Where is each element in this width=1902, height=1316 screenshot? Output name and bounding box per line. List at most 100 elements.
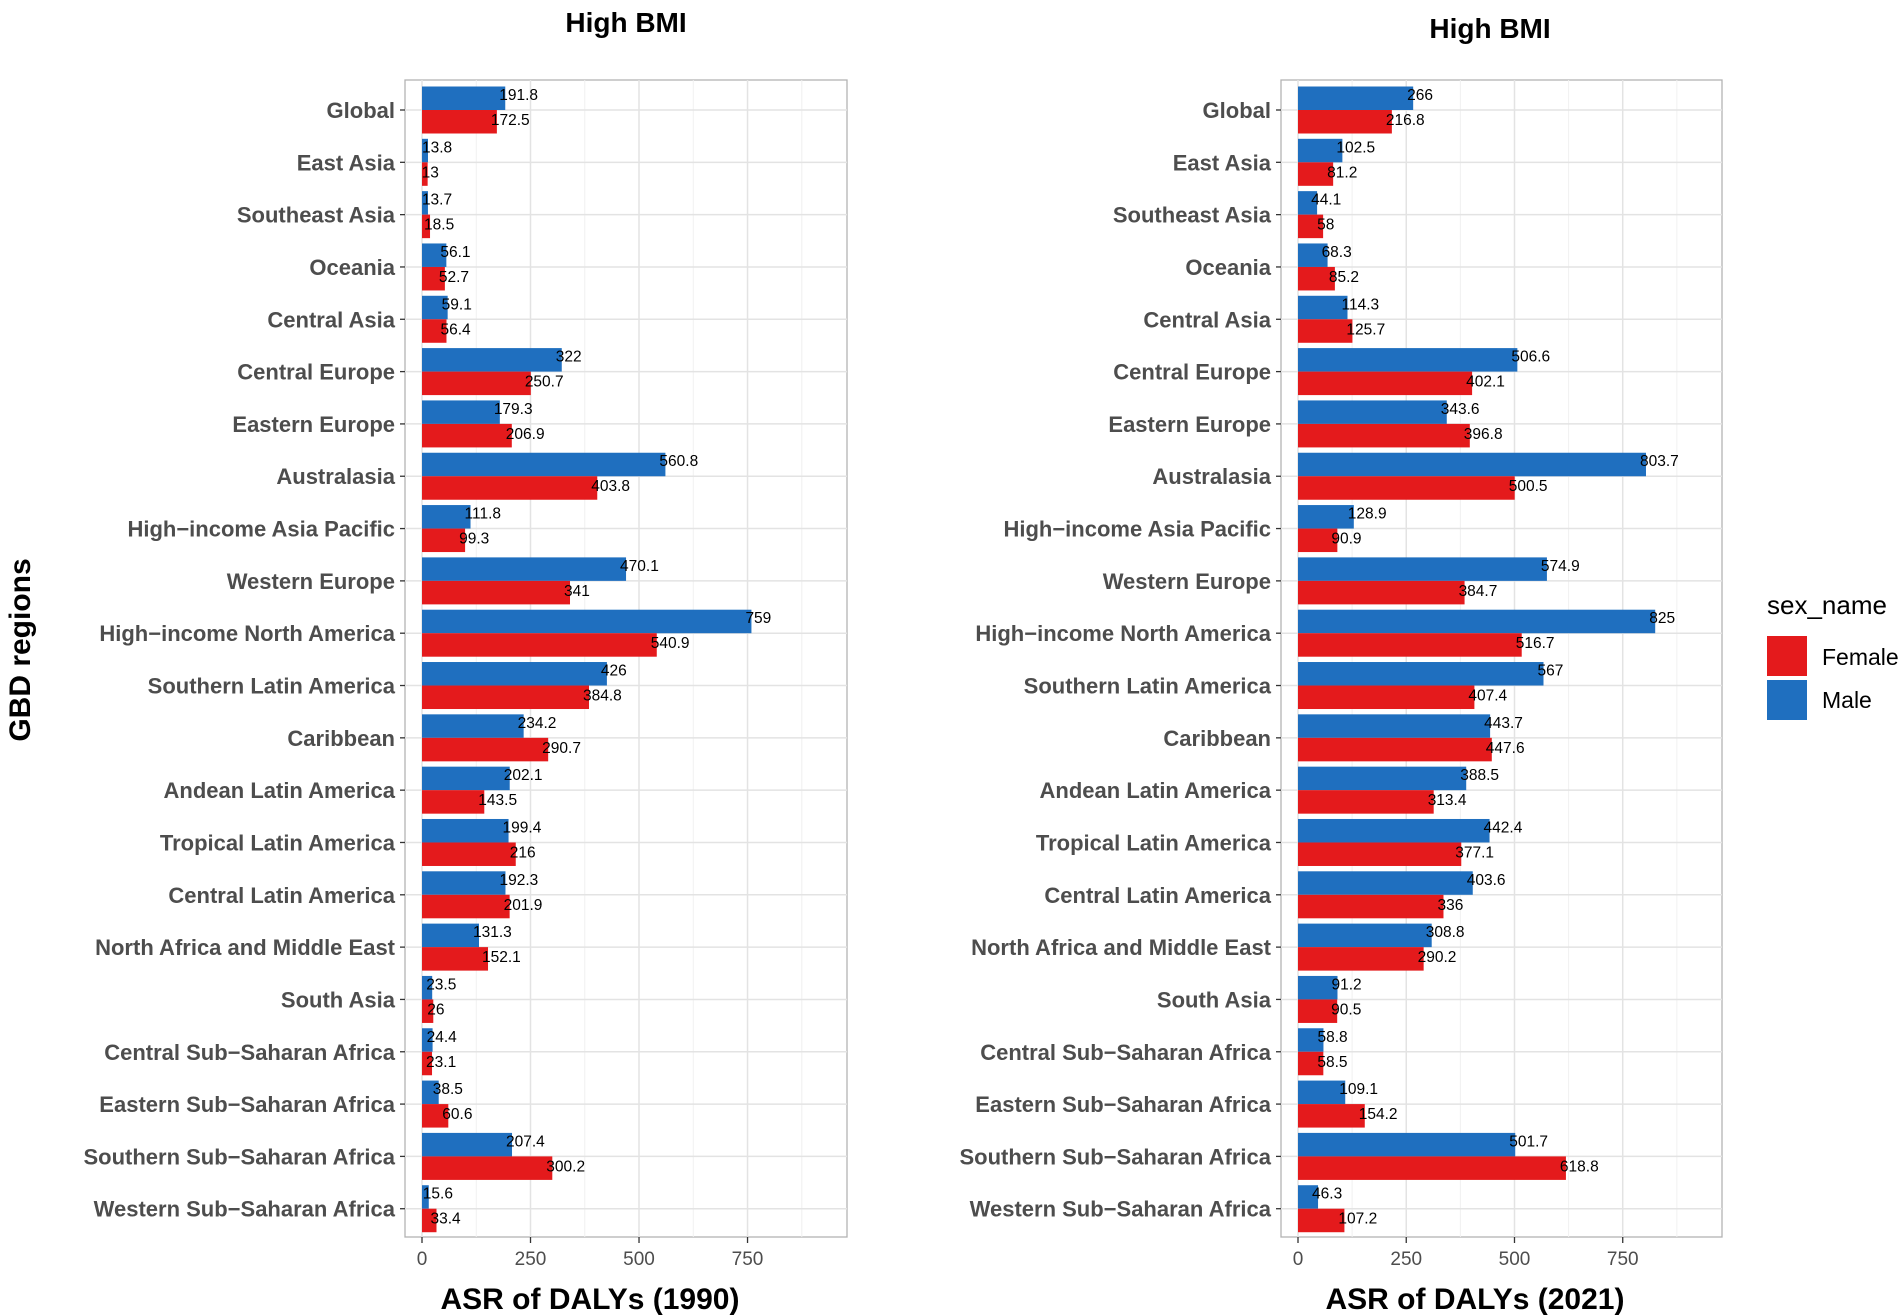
- data-label-female-east-asia: 81.2: [1327, 164, 1357, 181]
- data-label-female-central-asia: 56.4: [440, 321, 471, 338]
- data-label-male-north-africa-and-middle-east: 308.8: [1426, 924, 1465, 941]
- data-label-male-central-europe: 506.6: [1511, 349, 1550, 366]
- data-label-female-central-latin-america: 201.9: [504, 897, 543, 914]
- data-label-male-caribbean: 234.2: [518, 715, 557, 732]
- category-label-western-europe: Western Europe: [1103, 569, 1271, 594]
- bar-male-high-income-north-america: [1298, 609, 1656, 634]
- data-label-male-australasia: 560.8: [659, 453, 698, 470]
- data-label-male-western-europe: 574.9: [1541, 558, 1580, 575]
- category-label-andean-latin-america: Andean Latin America: [1040, 778, 1272, 803]
- plot-area: [404, 79, 848, 1238]
- bar-female-southeast-asia: [422, 214, 431, 239]
- data-label-female-eastern-europe: 206.9: [506, 426, 545, 443]
- data-label-female-eastern-sub-saharan-africa: 60.6: [442, 1106, 472, 1123]
- bar-female-southern-latin-america: [422, 685, 590, 710]
- x-tick-label: 0: [417, 1249, 428, 1270]
- data-label-male-western-sub-saharan-africa: 15.6: [423, 1186, 453, 1203]
- bar-male-central-asia: [422, 295, 448, 320]
- data-label-female-australasia: 403.8: [591, 478, 630, 495]
- x-tick-label: 500: [1499, 1249, 1531, 1270]
- data-label-female-southern-sub-saharan-africa: 618.8: [1560, 1158, 1599, 1175]
- panel-2021: 266 216.8 Global 102.5 81.2 East Asia 44.1 58 So…: [959, 13, 1723, 1316]
- bar-female-central-asia: [422, 319, 447, 343]
- category-label-caribbean: Caribbean: [1163, 726, 1271, 751]
- bar-male-high-income-asia-pacific: [422, 505, 471, 529]
- bar-female-east-asia: [422, 162, 428, 186]
- category-label-southern-latin-america: Southern Latin America: [148, 674, 396, 699]
- data-label-female-western-europe: 384.7: [1459, 583, 1498, 600]
- bar-female-high-income-asia-pacific: [422, 528, 466, 553]
- data-label-female-eastern-europe: 396.8: [1464, 426, 1503, 443]
- bar-female-central-latin-america: [422, 894, 510, 919]
- category-label-tropical-latin-america: Tropical Latin America: [1036, 830, 1272, 855]
- data-label-female-southern-latin-america: 384.8: [583, 688, 622, 705]
- category-label-east-asia: East Asia: [1173, 150, 1272, 175]
- category-label-central-sub-saharan-africa: Central Sub−Saharan Africa: [104, 1040, 396, 1065]
- category-label-central-sub-saharan-africa: Central Sub−Saharan Africa: [980, 1040, 1272, 1065]
- panel-title: High BMI: [565, 7, 686, 38]
- data-label-male-western-europe: 470.1: [620, 558, 659, 575]
- bar-male-high-income-north-america: [422, 609, 752, 634]
- bar-female-caribbean: [1298, 737, 1492, 762]
- bar-female-north-africa-and-middle-east: [1298, 947, 1424, 971]
- category-label-western-sub-saharan-africa: Western Sub−Saharan Africa: [970, 1197, 1272, 1222]
- data-label-male-andean-latin-america: 202.1: [504, 767, 543, 784]
- data-label-male-central-europe: 322: [556, 349, 582, 366]
- data-label-female-southeast-asia: 58: [1317, 217, 1334, 234]
- data-label-female-andean-latin-america: 313.4: [1428, 792, 1467, 809]
- data-label-male-high-income-asia-pacific: 111.8: [465, 506, 502, 523]
- bar-male-central-latin-america: [1298, 871, 1473, 895]
- data-label-male-tropical-latin-america: 442.4: [1484, 819, 1523, 836]
- bar-female-global: [422, 110, 497, 134]
- bar-male-southern-sub-saharan-africa: [1298, 1132, 1516, 1157]
- data-label-female-global: 216.8: [1386, 112, 1425, 129]
- category-label-southern-latin-america: Southern Latin America: [1024, 674, 1272, 699]
- category-label-central-latin-america: Central Latin America: [168, 883, 395, 908]
- data-label-female-central-latin-america: 336: [1437, 897, 1463, 914]
- data-label-female-east-asia: 13: [422, 164, 439, 181]
- data-label-female-high-income-asia-pacific: 90.9: [1331, 531, 1361, 548]
- category-label-australasia: Australasia: [1152, 464, 1271, 489]
- bar-female-andean-latin-america: [1298, 790, 1434, 814]
- bar-male-western-sub-saharan-africa: [422, 1185, 429, 1209]
- data-label-female-oceania: 52.7: [439, 269, 469, 286]
- bar-male-north-africa-and-middle-east: [1298, 923, 1432, 948]
- bar-female-caribbean: [422, 737, 549, 762]
- data-label-female-western-sub-saharan-africa: 33.4: [430, 1211, 461, 1228]
- data-label-male-global: 191.8: [499, 87, 538, 104]
- category-label-south-asia: South Asia: [1157, 987, 1272, 1012]
- data-label-male-southern-latin-america: 567: [1537, 663, 1563, 680]
- bar-male-oceania: [422, 243, 447, 267]
- bar-male-south-asia: [1298, 975, 1338, 1000]
- bar-female-south-asia: [422, 999, 434, 1023]
- data-label-male-high-income-asia-pacific: 128.9: [1348, 506, 1387, 523]
- bar-female-southeast-asia: [1298, 214, 1324, 239]
- bar-female-southern-latin-america: [1298, 685, 1475, 710]
- category-label-eastern-europe: Eastern Europe: [1108, 412, 1271, 437]
- bar-female-high-income-north-america: [1298, 633, 1522, 657]
- bar-male-western-sub-saharan-africa: [1298, 1185, 1319, 1209]
- data-label-male-east-asia: 13.8: [422, 139, 452, 156]
- bar-female-eastern-sub-saharan-africa: [1298, 1104, 1365, 1128]
- data-label-male-tropical-latin-america: 199.4: [503, 819, 542, 836]
- bar-male-southern-sub-saharan-africa: [422, 1132, 513, 1157]
- category-label-oceania: Oceania: [309, 255, 395, 280]
- legend: sex_name Female Male: [1767, 590, 1899, 720]
- data-label-male-southern-sub-saharan-africa: 501.7: [1509, 1133, 1548, 1150]
- category-label-southern-sub-saharan-africa: Southern Sub−Saharan Africa: [83, 1144, 395, 1169]
- data-label-female-caribbean: 447.6: [1486, 740, 1525, 757]
- bar-female-western-europe: [1298, 580, 1465, 605]
- data-label-female-central-asia: 125.7: [1346, 321, 1385, 338]
- bar-male-central-latin-america: [422, 871, 506, 895]
- data-label-male-east-asia: 102.5: [1336, 139, 1375, 156]
- data-label-female-western-europe: 341: [564, 583, 590, 600]
- legend-label-female: Female: [1822, 644, 1899, 670]
- bar-male-global: [422, 86, 506, 110]
- category-label-southeast-asia: Southeast Asia: [237, 203, 396, 228]
- category-label-western-europe: Western Europe: [227, 569, 395, 594]
- bar-female-oceania: [422, 266, 445, 291]
- bar-male-central-europe: [1298, 348, 1518, 372]
- data-label-female-australasia: 500.5: [1509, 478, 1548, 495]
- data-label-female-oceania: 85.2: [1329, 269, 1359, 286]
- category-label-central-asia: Central Asia: [1143, 307, 1271, 332]
